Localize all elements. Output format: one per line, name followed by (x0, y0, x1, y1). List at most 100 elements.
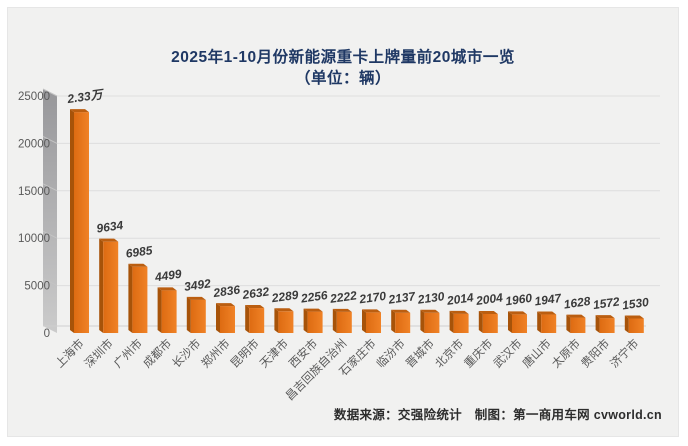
x-tick-label: 晋城市 (403, 336, 437, 370)
bar (512, 314, 527, 333)
bar (570, 317, 586, 333)
x-tick-label: 昆明市 (228, 336, 262, 370)
bar-value-label: 2256 (299, 288, 329, 306)
bar-side-face (624, 315, 629, 333)
y-tick-label: 5000 (24, 281, 50, 293)
bar-top-face (186, 296, 206, 300)
bar-top-face (420, 309, 440, 313)
bar-side-face (216, 303, 220, 333)
bar-side-face (99, 238, 104, 333)
bar (74, 112, 89, 333)
bar-top-face (216, 303, 235, 307)
bar-top-face (624, 315, 644, 319)
bar-value-label: 2289 (270, 288, 300, 306)
y-axis-wall-3d (43, 89, 57, 333)
x-tick-label: 天津市 (257, 336, 291, 370)
bar-side-face (595, 315, 600, 333)
x-tick-label: 广州市 (111, 336, 145, 370)
wall-gridline-segment (42, 88, 58, 97)
bar (366, 312, 381, 333)
bar (482, 314, 498, 333)
bar-value-label: 3492 (183, 276, 212, 294)
bar-top-face (508, 311, 527, 315)
bar (249, 308, 265, 333)
y-tick-label: 15000 (18, 186, 50, 198)
y-tick-label: 20000 (18, 138, 50, 150)
bar-top-face (566, 314, 586, 318)
chart-panel: 2025年1-10月份新能源重卡上牌量前20城市一览 （单位：辆） 数据来源：交… (7, 7, 679, 437)
chart-title: 2025年1-10月份新能源重卡上牌量前20城市一览 （单位：辆） (8, 47, 678, 89)
bar-value-label: 1530 (621, 295, 650, 313)
bar-top-face (449, 310, 469, 314)
y-tick-label: 25000 (18, 91, 50, 103)
bar (307, 311, 323, 333)
bar-value-label: 2.33万 (65, 87, 105, 106)
bar-top-face (332, 308, 352, 312)
bar (220, 306, 235, 333)
y-tick-label: 0 (44, 328, 50, 340)
x-tick-label: 临汾市 (374, 336, 408, 370)
bar-value-label: 2004 (474, 290, 504, 308)
bar-side-face (537, 311, 542, 333)
bar-side-face (420, 309, 425, 333)
bar (132, 266, 148, 333)
x-tick-label: 深圳市 (82, 336, 116, 370)
x-tick-label: 济宁市 (607, 336, 641, 370)
bar-side-face (449, 310, 454, 333)
wall-gridline-segment (42, 183, 58, 192)
bar-side-face (70, 109, 74, 333)
y-tick-label: 10000 (18, 233, 50, 245)
bar (161, 290, 177, 333)
bar (424, 312, 440, 333)
bar-side-face (508, 311, 512, 333)
x-tick-label: 成都市 (140, 336, 174, 370)
bar-value-label: 2836 (211, 282, 241, 300)
bar (278, 311, 294, 333)
x-tick-label: 长沙市 (169, 336, 203, 370)
x-tick-label: 太原市 (549, 336, 583, 370)
bar-top-face (537, 311, 557, 315)
bar-value-label: 2222 (328, 288, 358, 306)
bar-side-face (245, 305, 250, 333)
x-tick-label: 北京市 (432, 336, 466, 370)
bar-top-face (362, 309, 381, 313)
bar (541, 314, 557, 333)
x-tick-label: 郑州市 (198, 336, 232, 370)
bar-top-face (595, 315, 615, 319)
wall-gridline-segment (42, 278, 58, 287)
bar-value-label: 6985 (125, 243, 154, 261)
source-note: 数据来源：交强险统计 制图：第一商用车网 cvworld.cn (333, 408, 662, 422)
bar-top-face (99, 238, 119, 242)
bar-top-face (478, 311, 498, 315)
bar-value-label: 4499 (153, 267, 183, 285)
bar (103, 241, 119, 333)
bar-value-label: 1960 (504, 291, 533, 309)
chart-title-line1: 2025年1-10月份新能源重卡上牌量前20城市一览 (171, 49, 515, 66)
bar-value-label: 2130 (416, 289, 446, 307)
bar-side-face (362, 309, 366, 333)
bar-value-label: 1947 (534, 291, 564, 309)
bar-top-face (391, 309, 411, 313)
bar-top-face (70, 109, 89, 113)
bar-top-face (274, 308, 294, 312)
bar-side-face (186, 296, 191, 333)
bar-top-face (303, 308, 323, 312)
bar (190, 299, 206, 333)
bar-side-face (303, 308, 308, 333)
x-tick-label: 贵阳市 (578, 336, 612, 370)
bar-side-face (478, 311, 483, 333)
bar-value-label: 2632 (241, 284, 271, 302)
bar (599, 318, 615, 333)
bar (453, 313, 469, 333)
bar-top-face (157, 287, 177, 291)
bar-value-label: 2170 (357, 289, 387, 307)
bar-value-label: 1572 (592, 294, 621, 312)
bar-side-face (274, 308, 279, 333)
chart-title-line2: （单位：辆） (294, 70, 391, 87)
bar-value-label: 2014 (445, 290, 475, 308)
bar-value-label: 1628 (563, 294, 592, 312)
bar-value-label: 2137 (387, 289, 418, 307)
x-tick-label: 重庆市 (461, 336, 495, 370)
